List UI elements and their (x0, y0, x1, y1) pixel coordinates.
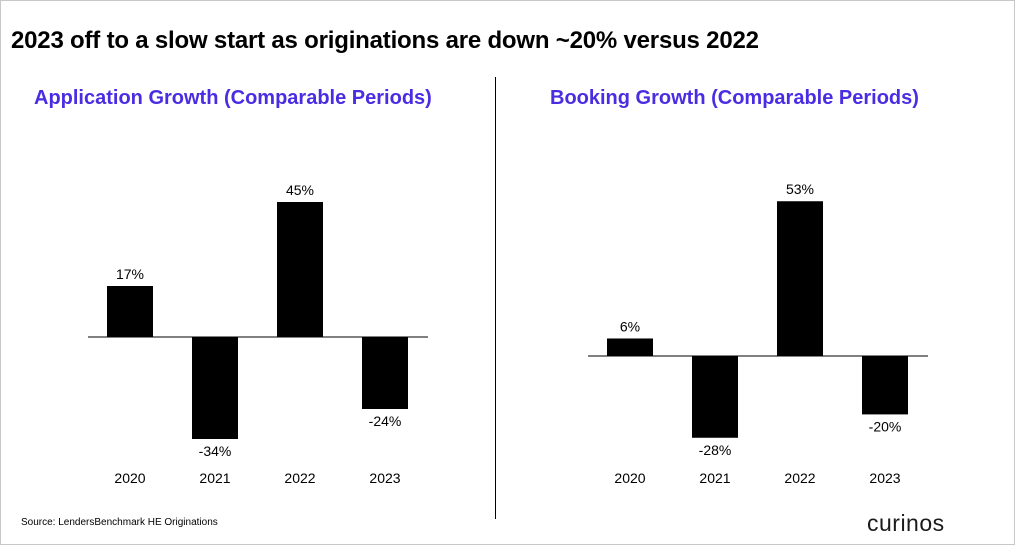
page-title: 2023 off to a slow start as originations… (11, 27, 759, 54)
booking-bar-2022 (777, 201, 823, 356)
booking-tick-label-2020: 2020 (614, 470, 645, 486)
booking-data-label-2023: -20% (869, 418, 902, 434)
application-growth-chart-title: Application Growth (Comparable Periods) (34, 87, 432, 109)
booking-bar-2020 (607, 338, 653, 356)
application-tick-label-2020: 2020 (114, 470, 145, 486)
booking-bar-2023 (862, 356, 908, 415)
application-tick-label-2022: 2022 (284, 470, 315, 486)
application-bar-2022 (277, 202, 323, 337)
application-bar-2020 (107, 286, 153, 337)
booking-data-label-2022: 53% (786, 181, 814, 197)
curinos-logo: curinos (867, 510, 945, 536)
booking-bar-2021 (692, 356, 738, 438)
booking-growth-chart-title: Booking Growth (Comparable Periods) (550, 87, 919, 109)
application-data-label-2022: 45% (286, 182, 314, 198)
booking-tick-label-2022: 2022 (784, 470, 815, 486)
booking-tick-label-2023: 2023 (869, 470, 900, 486)
booking-growth-chart: 6% 2020 -28% 2021 53% 2022 -20% 2023 (588, 181, 928, 486)
panel-divider (495, 77, 496, 519)
application-data-label-2020: 17% (116, 266, 144, 282)
booking-data-label-2021: -28% (699, 442, 732, 458)
source-note: Source: LendersBenchmark HE Originations (21, 517, 218, 528)
application-bar-2023 (362, 337, 408, 409)
application-tick-label-2023: 2023 (369, 470, 400, 486)
booking-data-label-2020: 6% (620, 318, 640, 334)
application-data-label-2021: -34% (199, 443, 232, 459)
application-data-label-2023: -24% (369, 413, 402, 429)
application-bar-2021 (192, 337, 238, 439)
booking-tick-label-2021: 2021 (699, 470, 730, 486)
application-growth-chart: 17% 2020 -34% 2021 45% 2022 -24% 2023 (88, 182, 428, 486)
application-tick-label-2021: 2021 (199, 470, 230, 486)
